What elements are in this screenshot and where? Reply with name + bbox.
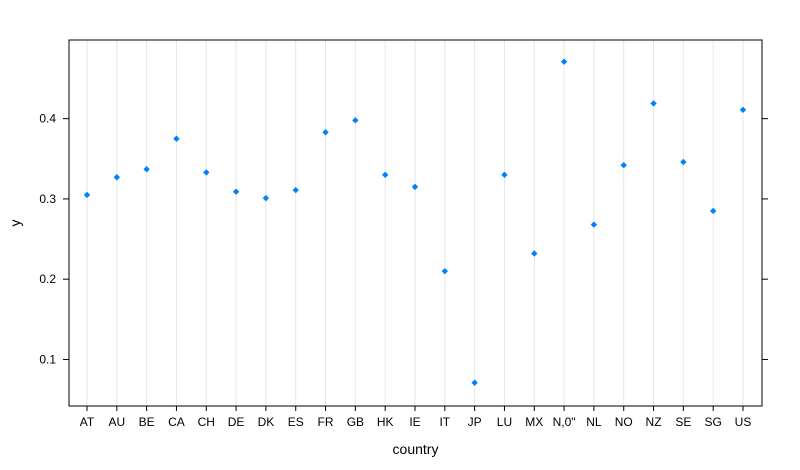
- x-tick-label: IT: [439, 415, 450, 429]
- data-points: [83, 58, 747, 386]
- x-tick-label: MX: [525, 415, 543, 429]
- x-tick-label: JP: [468, 415, 482, 429]
- data-point: [113, 174, 121, 181]
- y-tick-label: 0.4: [39, 112, 56, 126]
- x-tick-label: HK: [377, 415, 394, 429]
- data-point: [173, 135, 180, 142]
- data-point: [411, 183, 419, 191]
- x-tick-label: BE: [139, 415, 155, 429]
- data-point: [620, 162, 627, 169]
- data-point: [83, 191, 91, 199]
- y-tick-label: 0.3: [39, 192, 56, 206]
- data-point: [441, 267, 449, 275]
- x-tick-label: IE: [409, 415, 420, 429]
- x-tick-labels: AT AU BE CA CH DE DK ES FR GB HK IE IT JP LU MX N,0" NL NO…: [80, 415, 752, 429]
- x-tick-label: CA: [168, 415, 185, 429]
- data-point: [739, 106, 747, 114]
- x-tick-label: US: [735, 415, 752, 429]
- x-tick-label: SG: [705, 415, 722, 429]
- data-point: [531, 250, 538, 257]
- x-tick-label: FR: [318, 415, 334, 429]
- data-point: [560, 58, 568, 65]
- x-tick-label: AT: [80, 415, 95, 429]
- x-tick-label: DK: [258, 415, 275, 429]
- x-tick-label: NL: [586, 415, 602, 429]
- data-point: [232, 188, 240, 195]
- x-tick-label: GB: [347, 415, 364, 429]
- data-point: [262, 194, 270, 202]
- y-tick-label: 0.2: [39, 272, 56, 286]
- data-point: [501, 171, 508, 179]
- data-point: [352, 117, 359, 124]
- data-point: [650, 100, 657, 107]
- x-tick-label: NO: [615, 415, 633, 429]
- data-point: [143, 166, 150, 173]
- data-point: [680, 158, 687, 166]
- x-tick-label: N,0": [553, 415, 576, 429]
- data-point: [322, 129, 329, 136]
- x-tick-label: LU: [497, 415, 512, 429]
- data-point: [590, 221, 598, 228]
- tick-marks: [63, 118, 768, 411]
- grid-lines: [86, 40, 744, 406]
- data-point: [709, 207, 717, 215]
- x-tick-label: AU: [108, 415, 125, 429]
- data-point: [292, 186, 299, 194]
- y-tick-labels: 0.1 0.2 0.3 0.4: [39, 112, 56, 367]
- x-tick-label: ES: [288, 415, 304, 429]
- plot-frame: [68, 39, 763, 407]
- x-tick-label: CH: [198, 415, 215, 429]
- x-axis-title: country: [393, 441, 439, 457]
- data-point: [471, 379, 478, 386]
- x-tick-label: DE: [228, 415, 245, 429]
- data-point: [381, 171, 389, 179]
- y-axis-title: y: [7, 220, 23, 227]
- data-point: [203, 169, 210, 176]
- x-tick-label: SE: [675, 415, 691, 429]
- x-tick-label: NZ: [646, 415, 662, 429]
- y-tick-label: 0.1: [39, 352, 56, 366]
